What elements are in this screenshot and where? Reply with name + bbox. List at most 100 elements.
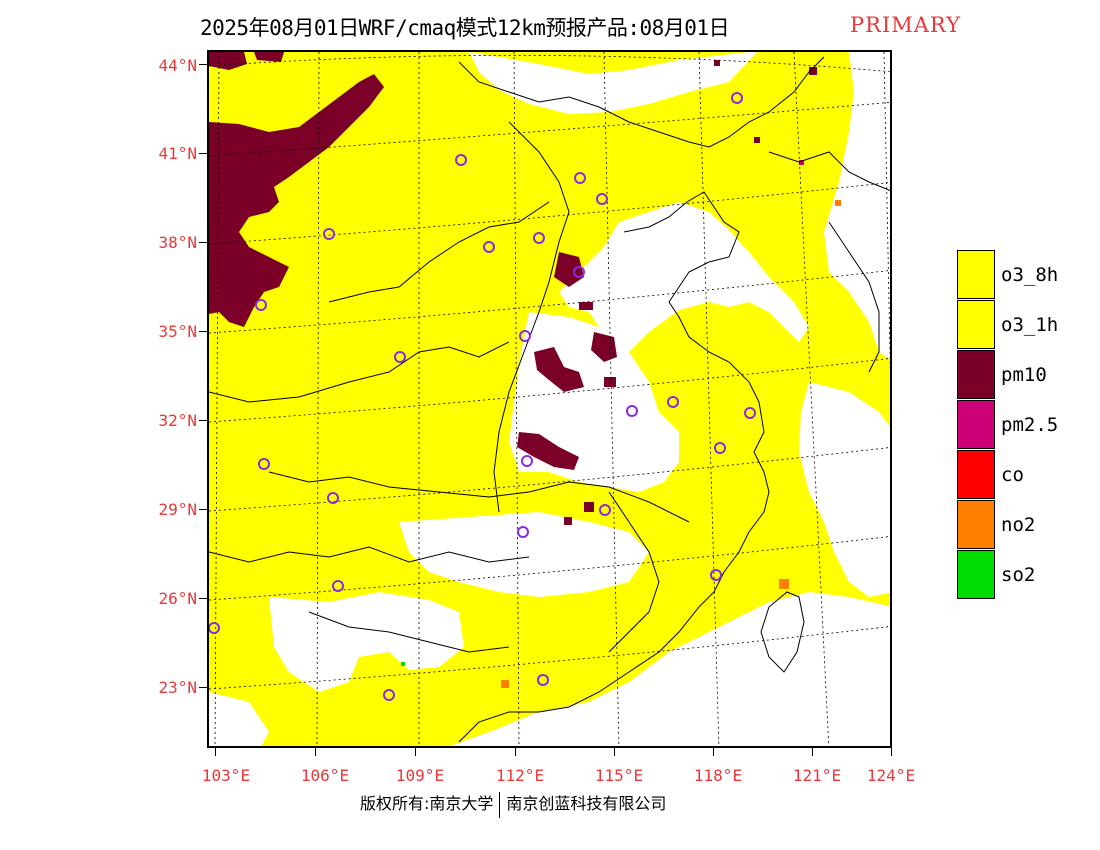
pm10-area-northwest — [209, 74, 384, 327]
lon-label-124: 124°E — [866, 766, 916, 785]
lat-tick — [199, 153, 207, 154]
pm25-speck-1 — [799, 160, 804, 165]
city-marker — [731, 92, 743, 104]
city-marker — [323, 228, 335, 240]
city-marker — [519, 330, 531, 342]
city-marker — [483, 241, 495, 253]
clean-area-south-sea — [450, 592, 890, 746]
lon-tick — [515, 748, 516, 756]
city-marker — [255, 299, 267, 311]
lon-tick — [315, 748, 316, 756]
pm10-area-spot-6 — [714, 60, 720, 66]
minor-specks — [401, 160, 841, 688]
city-marker — [667, 396, 679, 408]
northern-border — [458, 56, 825, 148]
city-marker — [710, 569, 722, 581]
copyright: 版权所有:南京大学 南京创蓝科技有限公司 — [360, 790, 666, 818]
city-marker — [573, 266, 585, 278]
province-line-6 — [209, 546, 530, 563]
legend-swatch — [957, 400, 995, 449]
legend-swatch — [957, 550, 995, 599]
province-line-1 — [209, 341, 510, 403]
province-line-7 — [308, 611, 510, 653]
lat-label-35: 35°N — [158, 322, 197, 341]
copyright-left: 版权所有:南京大学 — [360, 794, 494, 813]
map-panel[interactable] — [207, 50, 892, 748]
province-line-4 — [493, 121, 570, 513]
lon-tick — [614, 748, 615, 756]
legend-label: o3_8h — [1001, 264, 1059, 286]
copyright-right: 南京创蓝科技有限公司 — [506, 794, 667, 813]
province-line-5 — [608, 491, 660, 653]
city-marker — [714, 442, 726, 454]
lon-label-103: 103°E — [201, 766, 251, 785]
no2-speck-1 — [779, 579, 789, 589]
graticule-lon-121 — [793, 52, 830, 746]
lon-tick — [215, 748, 216, 756]
pm10-area-central-2 — [591, 332, 617, 362]
clean-area-sw — [269, 592, 464, 692]
lon-tick — [713, 748, 714, 756]
legend-label: pm10 — [1001, 364, 1047, 386]
legend-label: o3_1h — [1001, 314, 1059, 336]
lon-tick — [415, 748, 416, 756]
copyright-separator — [499, 791, 501, 818]
title-row: 2025年08月01日WRF/cmaq模式12km预报产品:08月01日 PRI… — [0, 10, 1100, 40]
graticule-lon-115 — [603, 52, 620, 746]
city-marker — [574, 172, 586, 184]
lat-label-32: 32°N — [158, 411, 197, 430]
legend-label: so2 — [1001, 564, 1036, 586]
primary-tag: PRIMARY — [850, 13, 961, 37]
city-marker — [394, 351, 406, 363]
ne-border — [768, 151, 890, 191]
legend-swatch — [957, 250, 995, 299]
no2-speck-2 — [501, 680, 509, 688]
no2-speck-3 — [835, 200, 841, 206]
pm10-areas — [209, 52, 817, 525]
legend-label: co — [1001, 464, 1024, 486]
graticule-lon-124 — [883, 52, 890, 373]
city-marker — [537, 674, 549, 686]
city-marker — [533, 232, 545, 244]
lat-tick — [199, 687, 207, 688]
city-marker — [332, 580, 344, 592]
pm10-area-spot-5 — [754, 137, 760, 143]
lon-label-121: 121°E — [792, 766, 842, 785]
city-marker — [599, 504, 611, 516]
pm10-area-ne-hotspot — [554, 252, 584, 287]
city-markers — [209, 92, 756, 701]
coastline — [458, 191, 770, 743]
clean-area-east-sea — [799, 382, 890, 597]
pm10-area-central-1 — [534, 347, 584, 392]
lat-label-41: 41°N — [158, 144, 197, 163]
pm10-area-north-strip — [254, 52, 284, 62]
clean-area-north — [469, 52, 757, 114]
map-title: 2025年08月01日WRF/cmaq模式12km预报产品:08月01日 — [200, 16, 730, 40]
pm10-area-north-corner — [209, 52, 247, 70]
pm10-area-spot-4 — [564, 517, 572, 525]
pm10-area-spot-7 — [809, 67, 817, 75]
lat-label-44: 44°N — [158, 56, 197, 75]
lat-label-23: 23°N — [158, 678, 197, 697]
city-marker — [521, 455, 533, 467]
korea-outline — [828, 221, 880, 373]
clean-area-sw-corner — [209, 692, 269, 746]
city-marker — [455, 154, 467, 166]
graticule-lon-118 — [698, 52, 720, 746]
pollutant-map — [209, 52, 890, 746]
boundaries — [209, 56, 890, 743]
legend-swatch — [957, 500, 995, 549]
clean-area-south-central — [399, 512, 649, 597]
pm10-area-spot-1 — [579, 302, 593, 310]
lon-label-118: 118°E — [693, 766, 743, 785]
graticule-lon-112 — [513, 52, 520, 746]
lat-tick — [199, 331, 207, 332]
city-marker — [517, 526, 529, 538]
graticule-lat-23 — [209, 626, 890, 690]
lat-label-38: 38°N — [158, 233, 197, 252]
lon-label-112: 112°E — [495, 766, 545, 785]
graticule-lat-44 — [209, 54, 890, 73]
lat-label-26: 26°N — [158, 589, 197, 608]
lon-tick — [812, 748, 813, 756]
so2-speck-1 — [401, 662, 405, 666]
